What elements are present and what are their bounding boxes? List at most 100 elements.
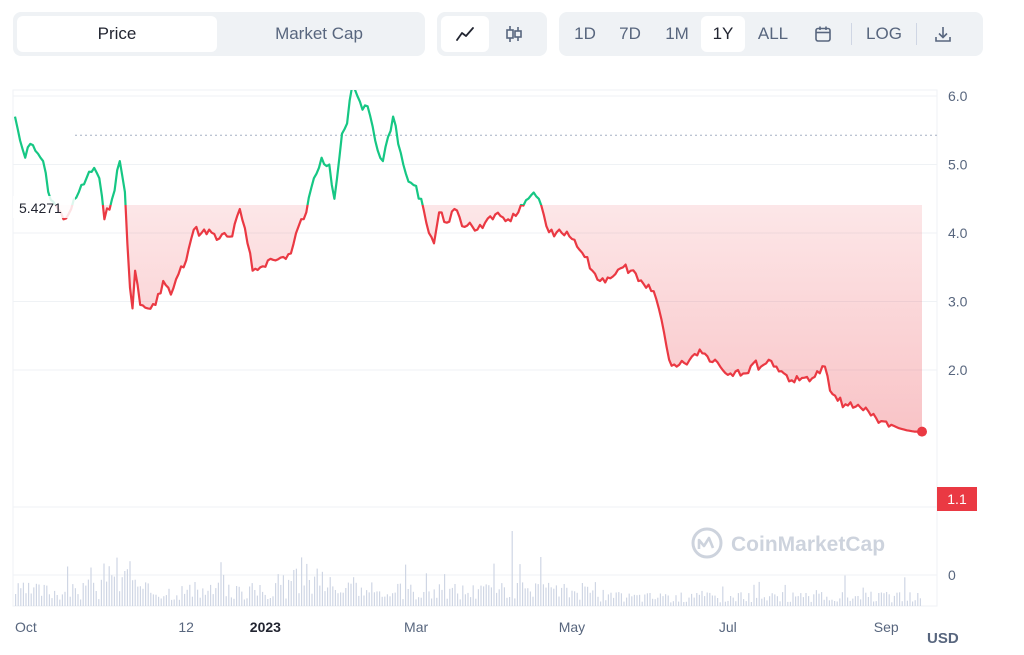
x-tick-label: 12 xyxy=(178,619,194,635)
volume-bar xyxy=(698,594,700,606)
volume-bar xyxy=(748,593,750,606)
plot-frame xyxy=(12,89,938,607)
volume-bar xyxy=(165,595,167,606)
volume-bar xyxy=(121,577,123,606)
volume-bar xyxy=(519,564,521,606)
range-group: 1D 7D 1M 1Y ALL LOG xyxy=(559,12,983,56)
volume-bar xyxy=(132,580,134,606)
volume-bar xyxy=(464,594,466,606)
volume-bar xyxy=(137,586,139,606)
volume-bar xyxy=(181,586,183,606)
volume-bar xyxy=(116,557,118,606)
volume-bar xyxy=(688,597,690,606)
volume-bar xyxy=(25,593,27,606)
volume-bar xyxy=(342,592,344,606)
volume-bar xyxy=(311,593,313,606)
volume-bar xyxy=(839,598,841,606)
volume-bar xyxy=(441,589,443,606)
volume-bar xyxy=(332,586,334,606)
volume-bar xyxy=(529,591,531,606)
volume-bar xyxy=(95,591,97,606)
volume-bar xyxy=(285,598,287,606)
calendar-button[interactable] xyxy=(801,16,845,52)
volume-bar xyxy=(891,602,893,606)
volume-bar xyxy=(636,595,638,606)
volume-bar xyxy=(561,587,563,606)
volume-bar xyxy=(828,600,830,606)
volume-bar xyxy=(805,593,807,606)
volume-bar xyxy=(277,574,279,606)
volume-bar xyxy=(319,585,321,606)
volume-bar xyxy=(784,584,786,606)
y-tick-label: 6.0 xyxy=(948,88,968,104)
volume-bar xyxy=(766,600,768,606)
toolbar-divider xyxy=(916,23,917,45)
volume-bar xyxy=(727,600,729,606)
volume-bar xyxy=(771,593,773,606)
tab-market-cap[interactable]: Market Cap xyxy=(275,24,363,43)
range-7d-button[interactable]: 7D xyxy=(619,24,641,43)
line-chart-icon xyxy=(456,27,474,41)
volume-bar xyxy=(394,592,396,606)
current-price-tag-bg xyxy=(937,487,977,511)
volume-bar xyxy=(41,595,43,606)
volume-bar xyxy=(446,598,448,606)
volume-bar xyxy=(467,592,469,606)
volume-bar xyxy=(906,600,908,606)
range-1d-button[interactable]: 1D xyxy=(574,24,596,43)
volume-bar xyxy=(59,599,61,606)
volume-bar xyxy=(197,589,199,606)
volume-bar xyxy=(212,594,214,606)
volume-bar xyxy=(899,592,901,606)
volume-bar xyxy=(576,592,578,606)
volume-bar xyxy=(735,601,737,606)
volume-bar xyxy=(904,577,906,606)
volume-bar xyxy=(711,595,713,606)
volume-bar xyxy=(644,594,646,606)
volume-bar xyxy=(176,595,178,606)
open-price-label: 5.4271 xyxy=(19,200,62,216)
volume-bar xyxy=(355,582,357,606)
range-1m-button[interactable]: 1M xyxy=(665,24,689,43)
volume-bar xyxy=(847,597,849,606)
volume-bar xyxy=(17,583,19,606)
volume-bar xyxy=(652,598,654,606)
coinmarketcap-logo-icon xyxy=(691,527,723,559)
volume-bar xyxy=(665,594,667,606)
volume-bar xyxy=(740,592,742,606)
volume-bar xyxy=(334,590,336,606)
line-chart-button[interactable] xyxy=(441,16,489,52)
log-scale-button[interactable]: LOG xyxy=(866,24,902,43)
volume-bar xyxy=(730,596,732,606)
volume-bar xyxy=(888,594,890,606)
volume-bar xyxy=(795,596,797,606)
volume-bar xyxy=(745,601,747,606)
range-all-button[interactable]: ALL xyxy=(757,24,789,43)
volume-bar xyxy=(615,592,617,606)
volume-bar xyxy=(256,595,258,606)
last-price-dot xyxy=(917,426,927,437)
volume-bar xyxy=(618,592,620,606)
candlestick-button[interactable] xyxy=(489,16,539,52)
range-1y-button[interactable]: 1Y xyxy=(701,16,745,52)
volume-bar xyxy=(425,573,427,606)
volume-bar xyxy=(574,591,576,606)
volume-bar xyxy=(516,583,518,606)
volume-bar xyxy=(228,584,230,606)
volume-bar xyxy=(761,598,763,606)
volume-bar xyxy=(797,596,799,606)
volume-bar xyxy=(152,594,154,606)
volume-bar xyxy=(555,585,557,606)
volume-bar xyxy=(61,594,63,606)
volume-bar xyxy=(646,593,648,606)
volume-bar xyxy=(254,590,256,606)
volume-bar xyxy=(901,601,903,606)
download-button[interactable] xyxy=(923,16,963,52)
x-tick-label: May xyxy=(559,619,585,635)
volume-bar xyxy=(844,575,846,606)
tab-price[interactable]: Price xyxy=(17,16,217,52)
open-price-label-bg xyxy=(13,196,75,218)
volume-bar xyxy=(485,584,487,606)
volume-bar xyxy=(566,587,568,606)
